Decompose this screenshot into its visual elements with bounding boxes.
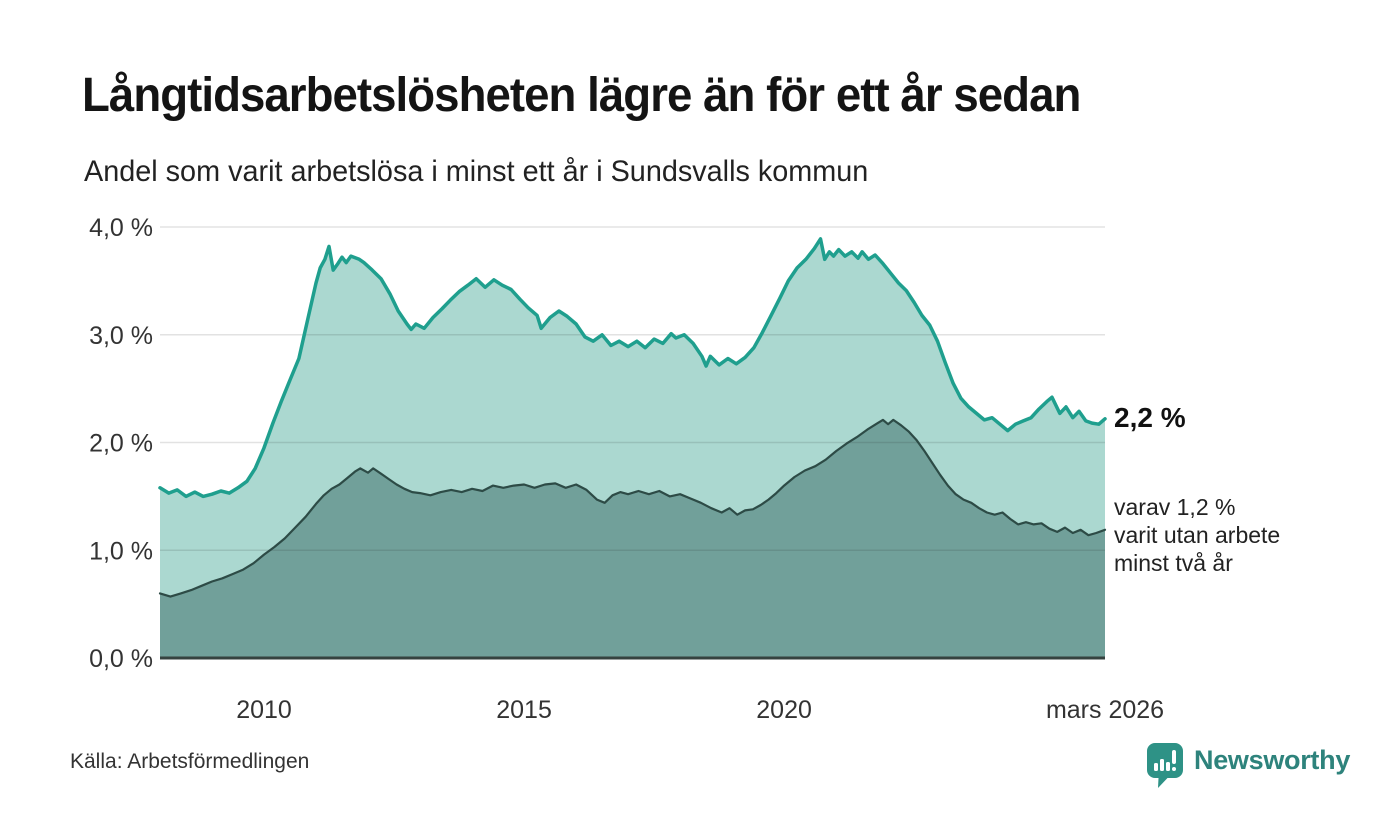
note-line-2: varit utan arbete: [1114, 522, 1281, 548]
y-tick-label: 3,0 %: [89, 322, 153, 350]
page-title: Långtidsarbetslösheten lägre än för ett …: [82, 69, 1081, 122]
y-tick-label: 4,0 %: [89, 214, 153, 242]
y-tick-label: 2,0 %: [89, 430, 153, 458]
chart-subtitle: Andel som varit arbetslösa i minst ett å…: [84, 155, 869, 188]
y-tick-label: 1,0 %: [89, 537, 153, 565]
x-tick-label: 2015: [496, 696, 552, 724]
x-tick-label: 2020: [756, 696, 812, 724]
source-attribution: Källa: Arbetsförmedlingen: [70, 750, 310, 773]
series-line-2: [158, 418, 1107, 598]
note-line-3: minst två år: [1114, 550, 1233, 576]
y-tick-label: 0,0 %: [89, 645, 153, 673]
area-fill-2: [160, 419, 1105, 658]
newsworthy-brand-label: Newsworthy: [1194, 745, 1351, 775]
series-line-1: [158, 237, 1107, 499]
newsworthy-brand-link[interactable]: Newsworthy: [1146, 742, 1350, 789]
secondary-series-note: varav 1,2 % varit utan arbete minst två …: [1114, 493, 1280, 577]
newsworthy-logo-icon: [1147, 743, 1183, 788]
x-tick-label: 2010: [236, 696, 292, 724]
x-tick-label: mars 2026: [1046, 696, 1164, 724]
latest-value-label: 2,2 %: [1114, 402, 1186, 433]
note-line-1: varav 1,2 %: [1114, 494, 1236, 520]
